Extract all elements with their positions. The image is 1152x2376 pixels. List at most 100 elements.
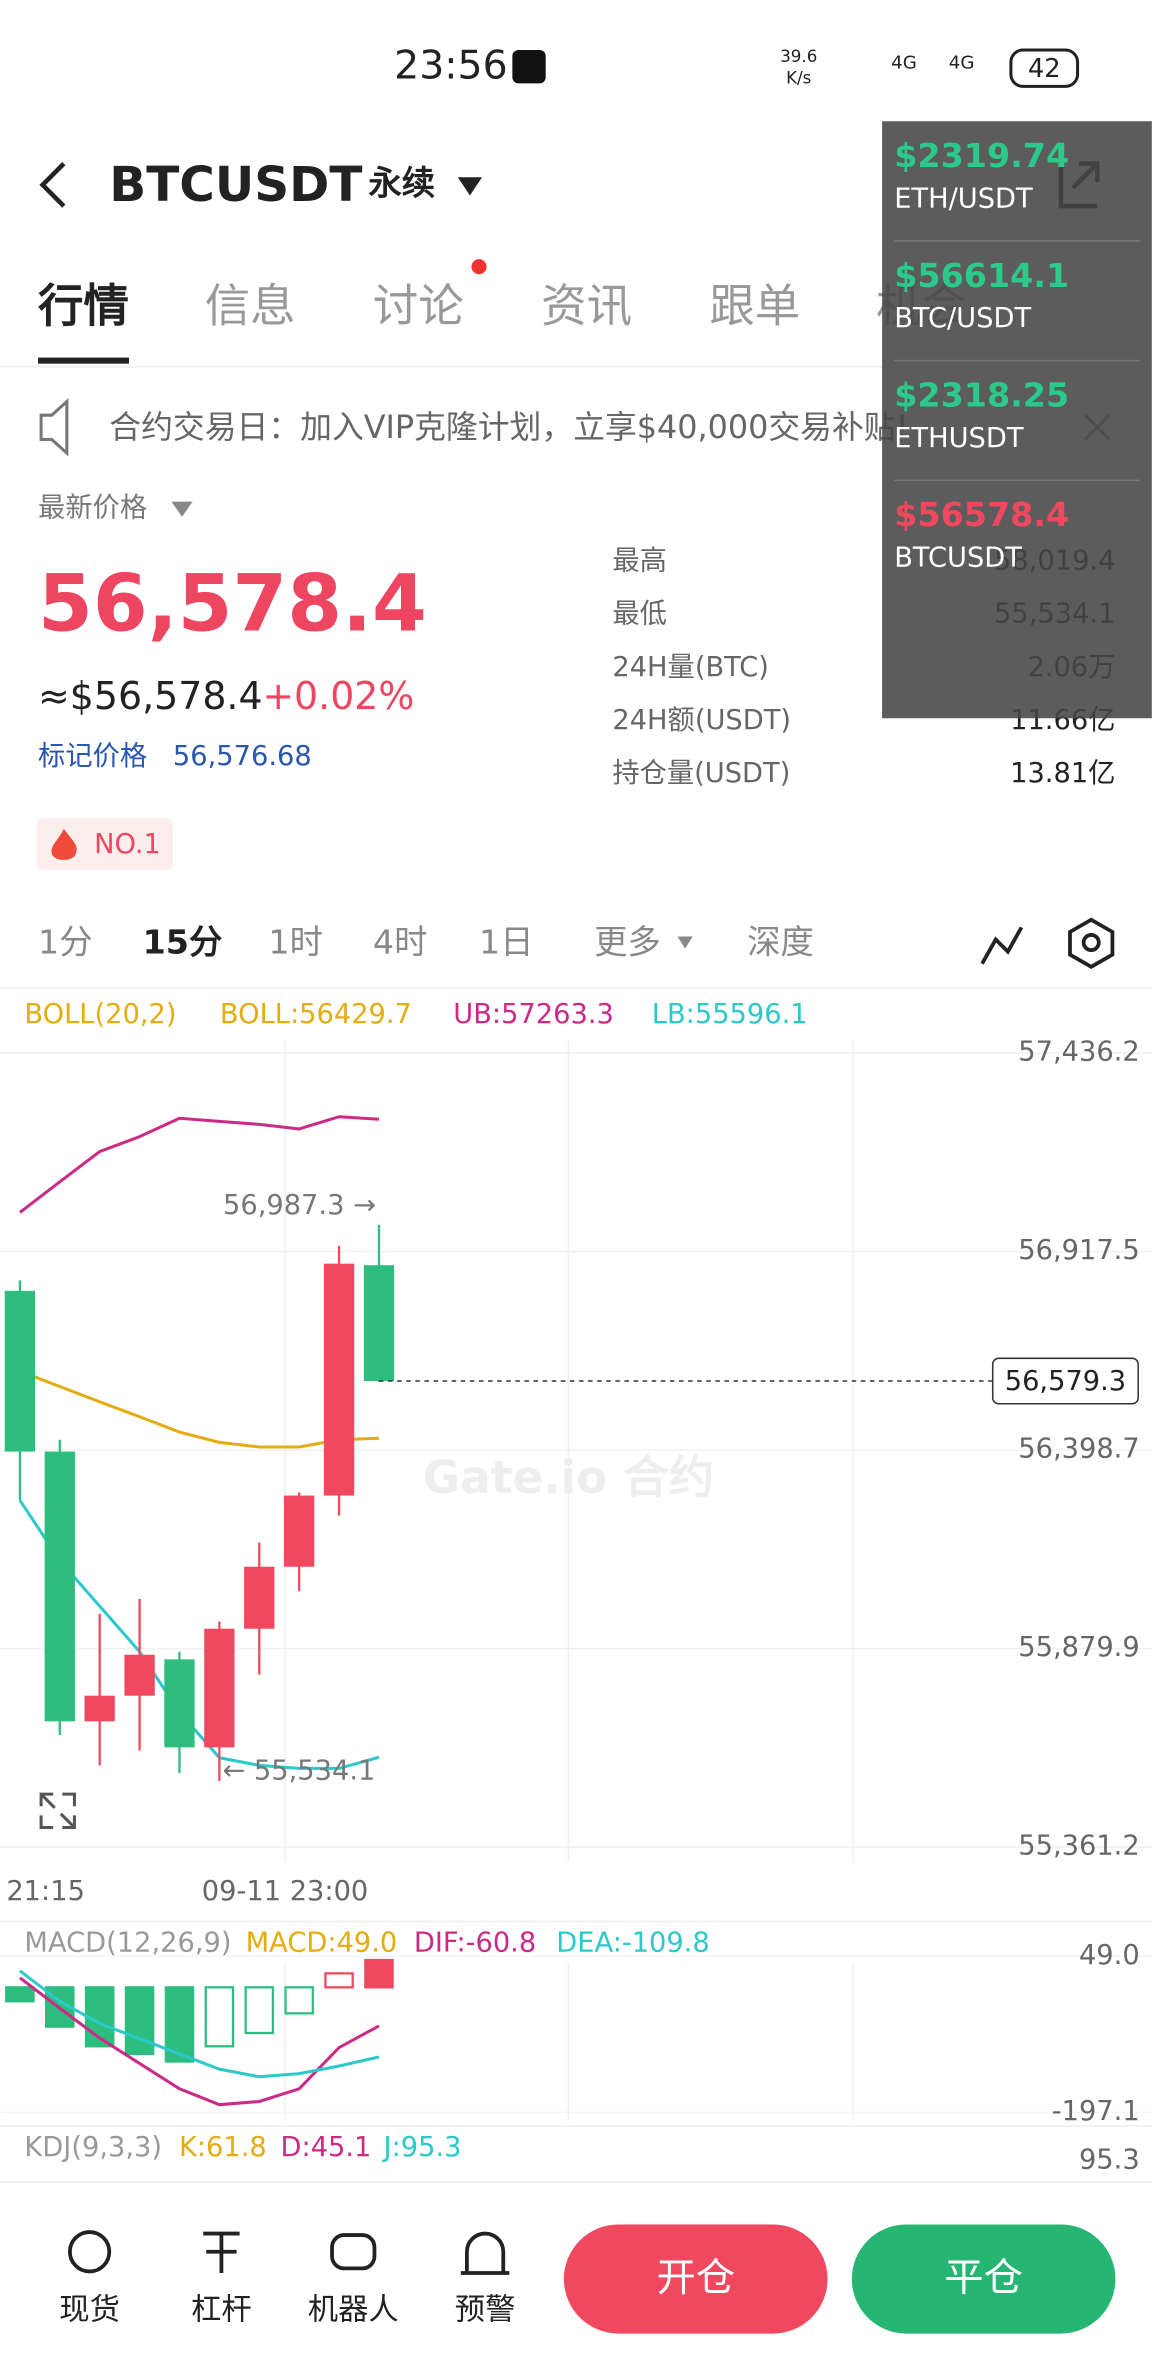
indicator-label: DIF:-60.8 [414, 1928, 536, 1959]
battery [1009, 48, 1080, 88]
y-tick-label: 49.0 [1079, 1940, 1140, 1971]
macd-bar [324, 1972, 354, 1989]
indicator-label: MACD(12,26,9) [24, 1928, 231, 1959]
candle-body [363, 1265, 395, 1382]
stat-label: 最低 [612, 599, 667, 630]
nav-label[interactable]: 现货 [59, 2292, 120, 2327]
max-label: 56,987.3 → [223, 1190, 376, 1221]
speaker-icon [39, 398, 69, 457]
candle-body [84, 1695, 115, 1722]
candle-body [204, 1628, 235, 1748]
alert-icon [460, 2231, 510, 2275]
y-tick-label: 56,917.5 [1018, 1235, 1139, 1266]
min-label: ← 55,534.1 [222, 1755, 375, 1786]
price-caption: 最新价格 [38, 493, 147, 524]
macd-bar [364, 1958, 394, 1989]
indicator-icon[interactable] [980, 926, 1024, 965]
panel-price[interactable]: $2319.74 [894, 136, 1069, 175]
app-icon [512, 50, 546, 84]
indicator-label: K:61.8 [179, 2132, 267, 2163]
dropdown[interactable] [457, 177, 483, 196]
net-type: 4G [949, 53, 975, 74]
back-button[interactable] [39, 162, 66, 208]
usd-price: ≈$56,578.4 [38, 674, 263, 718]
nav-label[interactable]: 预警 [455, 2292, 516, 2327]
tab[interactable]: 讨论 [373, 280, 464, 333]
more-dropdown [677, 936, 693, 949]
close-button[interactable] [851, 2224, 1116, 2334]
caption-dropdown[interactable] [171, 501, 193, 517]
expand-icon[interactable] [39, 1792, 76, 1829]
indicator-label: LB:55596.1 [652, 999, 808, 1030]
timeframe[interactable]: 深度 [747, 923, 814, 962]
lever-icon [203, 2231, 240, 2273]
tab[interactable]: 资讯 [541, 280, 632, 333]
close-label: 平仓 [944, 2255, 1023, 2301]
timeframe[interactable]: 4时 [373, 923, 428, 962]
indicator-label: MACD:49.0 [246, 1928, 398, 1959]
macd-line [18, 1976, 380, 2107]
watermark: Gate.io 合约 [423, 1451, 714, 1504]
badge-text: NO.1 [94, 829, 161, 860]
y-tick-label: 95.3 [1079, 2144, 1140, 2175]
panel-price[interactable]: $2318.25 [894, 376, 1069, 415]
boll-line [18, 1115, 380, 1214]
x-tick-label: 09-11 23:00 [202, 1876, 368, 1907]
nav-label[interactable]: 杠杆 [191, 2292, 252, 2327]
nav-label[interactable]: 机器人 [308, 2292, 399, 2327]
panel-pair[interactable]: BTCUSDT [894, 543, 1022, 574]
net-speed: 39.6 [780, 47, 817, 66]
change: +0.02% [262, 674, 414, 718]
timeframe[interactable]: 1时 [268, 923, 323, 962]
spot-icon [67, 2230, 112, 2274]
net-speed-unit: K/s [786, 68, 811, 87]
panel-price[interactable]: $56614.1 [894, 256, 1069, 295]
candle-body [4, 1290, 36, 1452]
open-label: 开仓 [656, 2255, 735, 2301]
indicator-label: UB:57263.3 [453, 999, 614, 1030]
panel-pair[interactable]: ETH/USDT [894, 184, 1033, 215]
indicator-label: BOLL:56429.7 [220, 999, 412, 1030]
panel-pair[interactable]: BTC/USDT [894, 303, 1031, 334]
macd-line [18, 1969, 380, 2079]
mark-price: 56,576.68 [173, 741, 312, 772]
macd-bar [204, 1986, 235, 2048]
flame-icon [51, 828, 77, 860]
timeframe[interactable]: 更多 [594, 923, 661, 962]
panel-price[interactable]: $56578.4 [894, 495, 1069, 534]
tab[interactable]: 信息 [205, 280, 296, 333]
candle-body [244, 1566, 275, 1629]
panel-pair[interactable]: ETHUSDT [894, 423, 1024, 454]
stat-label: 24H量(BTC) [612, 652, 769, 683]
timeframe[interactable]: 1日 [479, 923, 534, 962]
last-price-box [991, 1357, 1139, 1405]
indicator-label: KDJ(9,3,3) [24, 2132, 162, 2163]
stat-label: 最高 [612, 546, 667, 577]
tab-underline [38, 357, 129, 364]
last-price-label: 56,579.3 [1005, 1366, 1126, 1397]
banner[interactable]: 合约交易日：加入VIP克隆计划，立享$40,000交易补贴! [109, 408, 908, 446]
indicator-label: D:45.1 [281, 2132, 372, 2163]
candle-body [164, 1659, 195, 1748]
indicator-label: DEA:-109.8 [556, 1928, 709, 1959]
stat-label: 持仓量(USDT) [612, 758, 790, 789]
timeframe[interactable]: 1分 [38, 923, 93, 962]
macd-bar [244, 1986, 275, 2035]
settings-icon[interactable] [1068, 917, 1115, 969]
settings-icon-center [1081, 933, 1101, 952]
open-button[interactable] [563, 2224, 828, 2334]
y-tick-label: 57,436.2 [1018, 1037, 1139, 1068]
boll-line [18, 1499, 380, 1770]
timeframe[interactable]: 15分 [143, 923, 223, 962]
net-type: 4G [891, 53, 917, 74]
tab[interactable]: 行情 [38, 280, 129, 333]
x-tick-label: 21:15 [6, 1876, 85, 1907]
last-price: 56,578.4 [38, 558, 427, 650]
tab[interactable]: 跟单 [709, 280, 800, 333]
y-tick-label: -197.1 [1052, 2096, 1140, 2127]
robot-icon [330, 2233, 377, 2271]
indicator-label: J:95.3 [382, 2132, 462, 2163]
stat-value: 13.81亿 [1010, 758, 1115, 789]
